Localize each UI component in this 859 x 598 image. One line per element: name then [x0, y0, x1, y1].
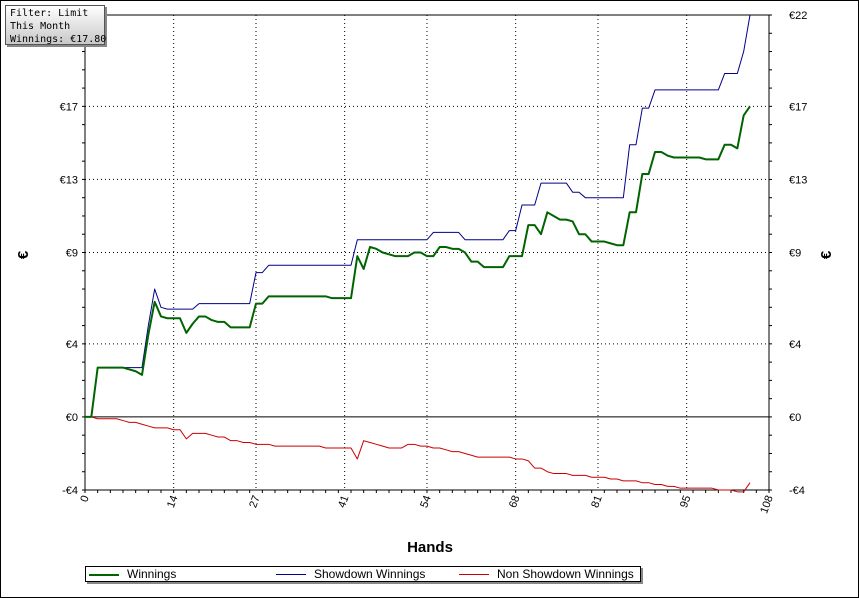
x-tick-label: 95	[678, 494, 693, 510]
filter-info-box: Filter: Limit This Month Winnings: €17.8…	[5, 5, 107, 45]
y-axis-title-right: €	[818, 250, 835, 259]
y-tick-label-left: €9	[66, 248, 78, 260]
tick-labels: -€4-€4€0€0€4€4€9€9€13€13€17€17€22€220142…	[60, 10, 808, 515]
period-line: This Month	[10, 21, 71, 32]
x-tick-label: 14	[165, 494, 180, 510]
legend-swatch-winnings	[89, 574, 119, 576]
filter-line: Filter: Limit	[10, 8, 89, 19]
y-tick-label-right: €17	[789, 101, 807, 113]
y-tick-label-left: €0	[66, 412, 78, 424]
y-tick-label-right: €22	[789, 10, 807, 22]
grid-lines	[85, 15, 769, 490]
series-line-winnings	[85, 105, 751, 418]
y-axis-title-left: €	[15, 250, 32, 259]
x-axis-title: Hands	[407, 539, 453, 556]
plot-border	[84, 14, 770, 491]
legend: Winnings Showdown Winnings Non Showdown …	[85, 566, 641, 582]
y-tick-label-left: €13	[60, 174, 78, 186]
legend-label-non-showdown: Non Showdown Winnings	[497, 567, 634, 581]
axes	[82, 14, 772, 493]
x-tick-label: 81	[589, 494, 604, 510]
winnings-line: Winnings: €17.80	[10, 34, 107, 45]
x-tick-label: 0	[78, 494, 91, 504]
y-tick-label-left: -€4	[62, 485, 78, 497]
series-line-non-showdown	[85, 416, 751, 493]
legend-label-winnings: Winnings	[127, 567, 177, 581]
x-tick-label: 108	[758, 494, 776, 515]
y-tick-label-left: €17	[60, 101, 78, 113]
series-line-showdown	[85, 14, 751, 418]
y-tick-label-right: €9	[789, 248, 801, 260]
legend-label-showdown: Showdown Winnings	[314, 567, 426, 581]
y-tick-label-left: €4	[66, 339, 78, 351]
x-tick-label: 27	[247, 494, 262, 510]
x-tick-label: 68	[507, 494, 522, 510]
x-tick-label: 54	[418, 494, 433, 510]
series-lines	[85, 14, 751, 493]
x-tick-label: 41	[336, 494, 351, 510]
y-tick-label-right: €0	[789, 412, 801, 424]
y-tick-label-right: -€4	[789, 485, 805, 497]
y-tick-label-right: €4	[789, 339, 801, 351]
y-tick-label-right: €13	[789, 174, 807, 186]
legend-swatch-non-showdown	[459, 574, 489, 575]
legend-swatch-showdown	[276, 574, 306, 575]
